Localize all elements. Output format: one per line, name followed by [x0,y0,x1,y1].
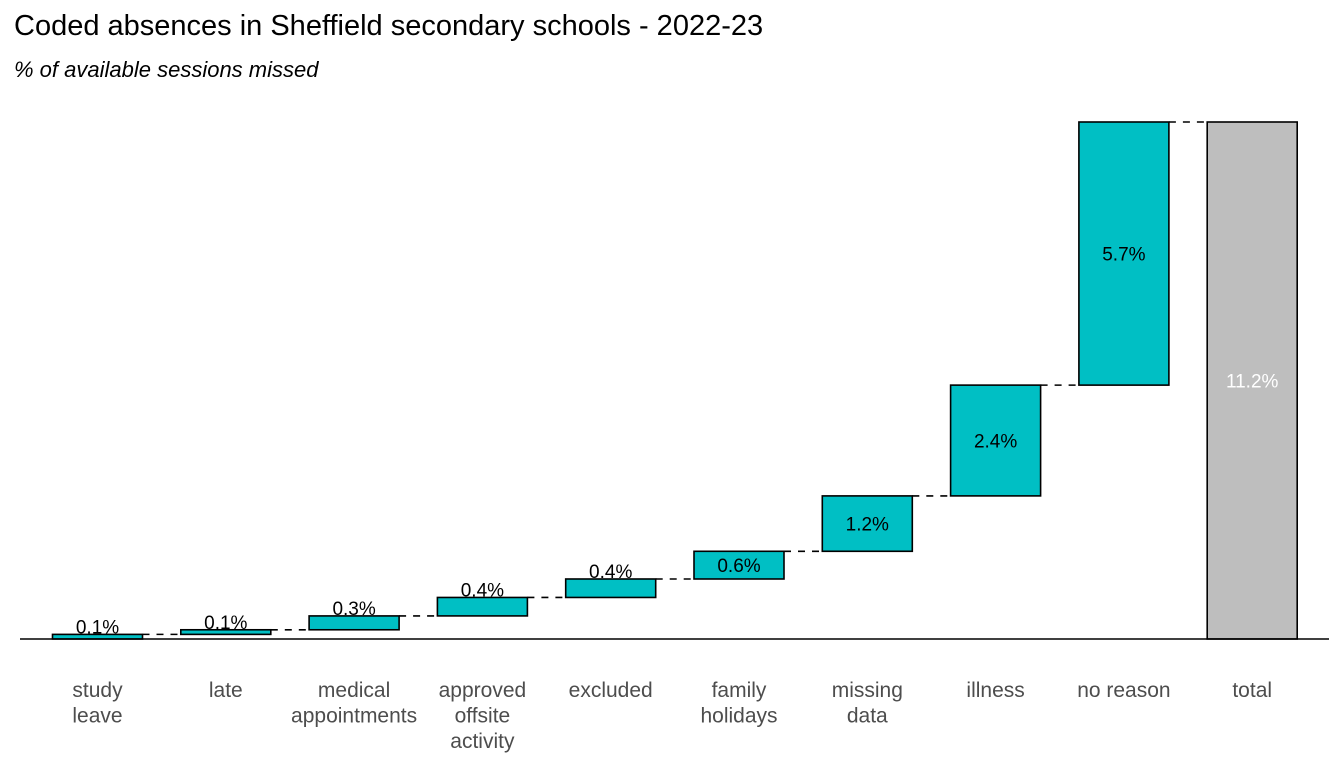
bar-value-label: 0.6% [717,556,760,577]
x-tick-label: missing data [832,679,903,728]
bar-value-label: 1.2% [846,515,889,536]
x-tick-label-line: medical [318,679,390,702]
bar-increment [693,550,785,580]
x-tick-label-line: data [847,705,888,728]
bar-increment [180,628,272,636]
bar-increment [949,384,1042,497]
x-tick-label: approved offsite activity [439,679,527,753]
bar-value-label: 0.4% [461,580,504,601]
bar-total [1206,121,1298,640]
x-tick-label-line: excluded [569,679,653,702]
x-tick-label-line: illness [966,679,1024,702]
x-tick-label: excluded [569,679,653,702]
x-tick-label: no reason [1077,679,1170,702]
x-tick-label: family holidays [700,679,777,728]
x-tick-label: study leave [72,679,123,728]
x-tick-label-line: leave [72,705,122,728]
x-tick-label: total [1232,679,1272,702]
x-tick-label: medical appointments [291,679,417,728]
bar-value-label: 2.4% [974,432,1017,453]
bar-value-label: 0.1% [204,613,247,634]
x-tick-label-line: activity [450,730,515,753]
x-tick-label-line: appointments [291,705,417,728]
x-tick-label: late [209,679,243,702]
value-labels: 0.1% 0.1% 0.3% 0.4% 0.4% 0.6% 1.2% 2.4% 5.7% 11.2… [76,245,1279,639]
bar-value-label: 11.2% [1226,372,1279,393]
chart-subtitle: % of available sessions missed [14,57,319,82]
bar-value-label: 0.4% [589,562,632,583]
x-tick-labels: study leave late medical appointments approve… [72,679,1272,753]
connector-lines [142,121,1208,636]
x-tick-label-line: study [72,679,123,702]
bars [51,121,1298,640]
x-tick-label-line: holidays [700,705,777,728]
x-tick-label-line: offsite [455,705,511,728]
x-tick-label-line: late [209,679,243,702]
x-tick-label-line: no reason [1077,679,1170,702]
bar-increment [564,578,657,599]
bar-value-label: 0.3% [332,599,375,620]
bar-increment [821,495,914,553]
x-tick-label-line: total [1232,679,1272,702]
x-tick-label: illness [966,679,1024,702]
bar-increment [436,596,529,617]
chart-title: Coded absences in Sheffield secondary sc… [14,10,764,42]
x-tick-label-line: approved [439,679,527,702]
bar-value-label: 0.1% [76,617,119,638]
x-tick-label-line: family [712,679,767,702]
bar-value-label: 5.7% [1102,245,1145,266]
bar-increment [1078,121,1170,386]
bar-increment [308,615,400,631]
x-tick-label-line: missing [832,679,903,702]
